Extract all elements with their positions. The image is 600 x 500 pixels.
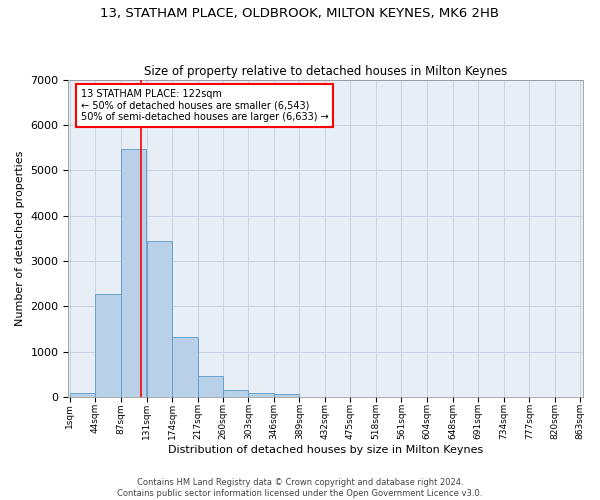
Bar [95, 294, 121, 397]
X-axis label: Distribution of detached houses by size in Milton Keynes: Distribution of detached houses by size … [168, 445, 484, 455]
Bar [223, 390, 248, 397]
Text: 13 STATHAM PLACE: 122sqm
← 50% of detached houses are smaller (6,543)
50% of sem: 13 STATHAM PLACE: 122sqm ← 50% of detach… [81, 88, 329, 122]
Bar [172, 338, 197, 397]
Bar [70, 394, 95, 397]
Bar [146, 240, 172, 397]
Bar [248, 393, 274, 397]
Text: Contains HM Land Registry data © Crown copyright and database right 2024.
Contai: Contains HM Land Registry data © Crown c… [118, 478, 482, 498]
Bar [274, 394, 299, 397]
Title: Size of property relative to detached houses in Milton Keynes: Size of property relative to detached ho… [144, 66, 508, 78]
Bar [197, 376, 223, 397]
Text: 13, STATHAM PLACE, OLDBROOK, MILTON KEYNES, MK6 2HB: 13, STATHAM PLACE, OLDBROOK, MILTON KEYN… [101, 8, 499, 20]
Y-axis label: Number of detached properties: Number of detached properties [15, 150, 25, 326]
Bar [121, 148, 146, 397]
